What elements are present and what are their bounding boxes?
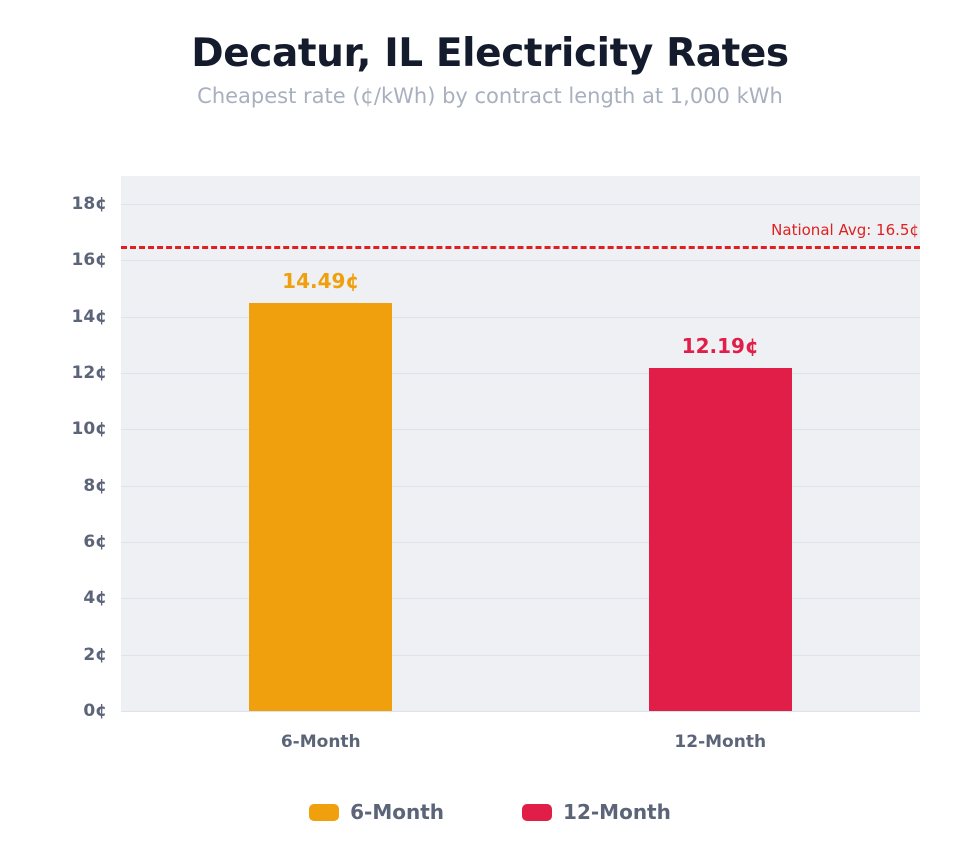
gridline (121, 316, 920, 318)
chart-legend: 6-Month 12-Month (0, 800, 980, 824)
legend-item[interactable]: 12-Month (522, 800, 671, 824)
chart-header: Decatur, IL Electricity Rates Cheapest r… (0, 0, 980, 109)
chart-subtitle: Cheapest rate (¢/kWh) by contract length… (197, 83, 783, 108)
gridline (121, 485, 920, 487)
x-axis-tick-label: 12-Month (674, 732, 767, 752)
national-average-label: National Avg: 16.5¢ (771, 221, 919, 240)
gridline (121, 373, 920, 375)
x-axis: 6-Month 12-Month (121, 711, 920, 757)
legend-item-label: 6-Month (350, 800, 445, 824)
x-axis-tick-label: 6-Month (280, 732, 361, 752)
gridline (121, 204, 920, 206)
plot-area: 14.49¢ 12.19¢ National Avg: 16.5¢ (121, 176, 920, 712)
gridline (121, 542, 920, 544)
legend-swatch-icon (522, 803, 553, 821)
legend-item[interactable]: 6-Month (309, 800, 444, 824)
y-axis-tick-label: 18¢ (71, 194, 108, 215)
y-axis-tick-label: 12¢ (71, 363, 108, 384)
y-axis-tick-label: 10¢ (71, 419, 108, 440)
bar-value-label: 12.19¢ (681, 333, 759, 358)
national-average-line (121, 246, 920, 250)
gridline (121, 429, 920, 431)
chart-title: Decatur, IL Electricity Rates (191, 31, 789, 76)
y-axis-tick-label: 16¢ (71, 250, 108, 271)
bar-6-month[interactable] (249, 303, 393, 711)
gridline (121, 260, 920, 262)
gridline (121, 654, 920, 656)
legend-item-label: 12-Month (563, 800, 671, 824)
legend-swatch-icon (309, 803, 340, 821)
y-axis-tick-label: 8¢ (83, 475, 107, 496)
gridline (121, 711, 920, 712)
y-axis-tick-label: 0¢ (83, 701, 107, 721)
bar-12-month[interactable] (648, 367, 792, 711)
y-axis-tick-label: 4¢ (83, 588, 107, 609)
y-axis-tick-label: 6¢ (83, 532, 107, 553)
y-axis: 0¢ 2¢ 4¢ 6¢ 8¢ 10¢ 12¢ 14¢ 16¢ 18¢ (0, 0, 121, 860)
y-axis-tick-label: 2¢ (83, 644, 107, 665)
gridline (121, 598, 920, 600)
bar-value-label: 14.49¢ (282, 268, 360, 293)
y-axis-tick-label: 14¢ (71, 306, 108, 327)
